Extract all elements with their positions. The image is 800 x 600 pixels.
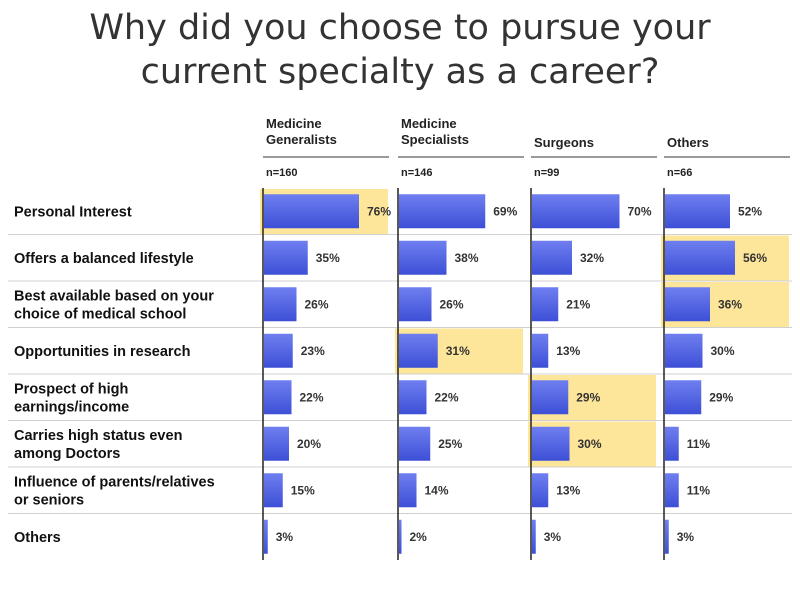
value-label: 21% [566, 297, 590, 311]
row-label: Prospect of high earnings/income [14, 381, 129, 415]
value-label: 11% [687, 483, 711, 497]
bar [665, 194, 730, 229]
value-label: 29% [576, 390, 600, 404]
value-label: 26% [440, 297, 464, 311]
bar [399, 519, 402, 554]
value-label: 69% [493, 204, 517, 218]
bar [532, 240, 572, 275]
value-label: 36% [718, 297, 742, 311]
bar [665, 519, 669, 554]
bar [399, 380, 427, 415]
value-label: 52% [738, 204, 762, 218]
bar [532, 380, 569, 415]
bar [264, 426, 289, 461]
sample-size-label: n=99 [534, 167, 559, 179]
row-label: Carries high status even among Doctors [14, 428, 182, 462]
bar [665, 380, 702, 415]
bar [264, 333, 293, 368]
value-label: 32% [580, 251, 604, 265]
group-header: Surgeons [534, 135, 594, 150]
sample-size-label: n=146 [401, 167, 433, 179]
value-label: 29% [709, 390, 733, 404]
bar [399, 287, 432, 322]
bar [264, 380, 292, 415]
bar [264, 473, 283, 508]
value-label: 2% [410, 530, 428, 544]
value-label: 13% [556, 344, 580, 358]
bar [264, 519, 268, 554]
bar [665, 426, 679, 461]
value-label: 11% [687, 437, 711, 451]
bar [399, 194, 486, 229]
row-label: Others [14, 530, 61, 546]
bar [665, 333, 703, 368]
bar [399, 240, 447, 275]
bar [532, 519, 536, 554]
value-label: 56% [743, 251, 767, 265]
value-label: 14% [425, 483, 449, 497]
chart-title-line-1: Why did you choose to pursue your [89, 8, 711, 48]
chart-title-line-2: current specialty as a career? [140, 52, 660, 92]
value-label: 22% [435, 390, 459, 404]
sample-size-label: n=160 [266, 167, 298, 179]
bar [665, 287, 710, 322]
chart-title: Why did you choose to pursue your curren… [0, 6, 800, 94]
row-label: Offers a balanced lifestyle [14, 251, 194, 267]
bar [532, 287, 559, 322]
row-label: Personal Interest [14, 204, 132, 220]
bar [665, 473, 679, 508]
value-label: 25% [438, 437, 462, 451]
value-label: 3% [276, 530, 294, 544]
value-label: 3% [544, 530, 562, 544]
value-label: 70% [628, 204, 652, 218]
row-label: Opportunities in research [14, 344, 190, 360]
bar [264, 287, 297, 322]
value-label: 38% [455, 251, 479, 265]
bar [532, 194, 620, 229]
bar [399, 426, 431, 461]
bar [532, 333, 549, 368]
value-label: 15% [291, 483, 315, 497]
value-label: 20% [297, 437, 321, 451]
bar [264, 240, 308, 275]
value-label: 13% [556, 483, 580, 497]
value-label: 30% [578, 437, 602, 451]
sample-size-label: n=66 [667, 167, 692, 179]
bar [399, 473, 417, 508]
row-label: Best available based on your choice of me… [14, 288, 214, 322]
value-label: 23% [301, 344, 325, 358]
bar [532, 426, 570, 461]
group-header: Medicine Generalists [266, 116, 337, 147]
value-label: 26% [305, 297, 329, 311]
value-label: 22% [300, 390, 324, 404]
row-label: Influence of parents/relatives or seniors [14, 474, 215, 508]
value-label: 3% [677, 530, 695, 544]
value-label: 35% [316, 251, 340, 265]
value-label: 30% [711, 344, 735, 358]
value-label: 76% [367, 204, 391, 218]
bar [532, 473, 549, 508]
value-label: 31% [446, 344, 470, 358]
bar [264, 194, 359, 229]
bar [399, 333, 438, 368]
group-header: Medicine Specialists [401, 116, 469, 147]
group-header: Others [667, 135, 709, 150]
bar [665, 240, 735, 275]
